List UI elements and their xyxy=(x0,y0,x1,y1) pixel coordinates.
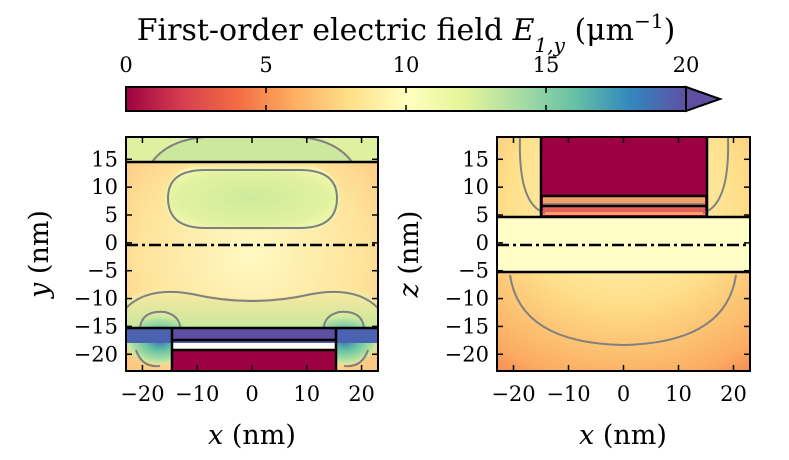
x-tick-label: −20 xyxy=(491,382,535,406)
x-tick-label: −10 xyxy=(546,382,590,406)
bracket-gap xyxy=(172,343,336,351)
colorbar-ticks: 0 5 10 15 20 xyxy=(119,53,699,111)
y-tick-label: 0 xyxy=(105,231,118,255)
colorbar-tick-label: 10 xyxy=(393,53,420,77)
y-tick-label: 5 xyxy=(105,203,118,227)
contour-hotspot-right xyxy=(323,310,365,329)
right-x-axis-label: x (nm) xyxy=(579,420,667,451)
colorbar-tick-label: 20 xyxy=(673,53,700,77)
y-tick-label: −10 xyxy=(74,287,118,311)
y-tick-label: −20 xyxy=(445,342,489,366)
right-panel-ticks: −20 −10 0 10 20 −20 −15 −10 −5 0 5 10 15 xyxy=(445,137,750,406)
y-tick-label: 10 xyxy=(91,175,118,199)
metal-block-left xyxy=(172,351,336,371)
x-tick-label: 0 xyxy=(617,382,630,406)
top-cap-inner xyxy=(150,137,354,162)
colorbar-tick-label: 5 xyxy=(259,53,272,77)
left-panel-ticks: −20 −10 0 10 20 −20 −15 −10 −5 0 5 10 15 xyxy=(74,137,378,406)
x-tick-label: 20 xyxy=(720,382,747,406)
x-tick-label: −20 xyxy=(120,382,164,406)
y-tick-label: 0 xyxy=(476,231,489,255)
y-tick-label: −20 xyxy=(74,342,118,366)
right-panel-field xyxy=(497,137,750,371)
y-tick-label: −5 xyxy=(87,259,118,283)
colorbar-tick-label: 0 xyxy=(119,53,132,77)
contour-hotspot-left-lower xyxy=(135,349,161,368)
metal-skin-inner xyxy=(543,204,705,212)
x-tick-label: 20 xyxy=(348,382,375,406)
left-panel: −20 −10 0 10 20 −20 −15 −10 −5 0 5 10 15 x (nm) y (n… xyxy=(24,136,379,451)
x-tick-label: 10 xyxy=(293,382,320,406)
x-tick-label: −10 xyxy=(175,382,219,406)
left-panel-field xyxy=(126,137,378,371)
y-tick-label: 15 xyxy=(462,147,489,171)
y-tick-label: 10 xyxy=(462,175,489,199)
colorbar-tick-label: 15 xyxy=(533,53,560,77)
contour-hotspot-left xyxy=(139,310,181,329)
contour-bottom-bowl xyxy=(509,274,737,347)
right-panel: −20 −10 0 10 20 −20 −15 −10 −5 0 5 10 15 x (nm) z (n… xyxy=(394,136,751,451)
top-field-lobe xyxy=(165,167,340,230)
bottom-field-band xyxy=(126,288,378,328)
y-tick-label: −15 xyxy=(74,314,118,338)
contour-top-lobe xyxy=(166,169,339,229)
contour-hotspot-right-lower xyxy=(343,349,369,368)
right-y-axis-label: z (nm) xyxy=(394,211,425,299)
left-x-axis-label: x (nm) xyxy=(208,420,296,451)
y-tick-label: −5 xyxy=(458,259,489,283)
colorbar-extend-arrow xyxy=(685,85,724,113)
contour-bottom-outer xyxy=(126,290,378,309)
y-tick-label: 5 xyxy=(476,203,489,227)
y-tick-label: −10 xyxy=(445,287,489,311)
x-tick-label: 0 xyxy=(245,382,258,406)
colorbar-title: First-order electric field E1,y (μm−1) xyxy=(137,9,676,57)
left-y-axis-label: y (nm) xyxy=(24,210,55,299)
y-tick-label: 15 xyxy=(91,147,118,171)
x-tick-label: 10 xyxy=(665,382,692,406)
y-tick-label: −15 xyxy=(445,314,489,338)
colorbar: 0 5 10 15 20 xyxy=(119,53,724,113)
